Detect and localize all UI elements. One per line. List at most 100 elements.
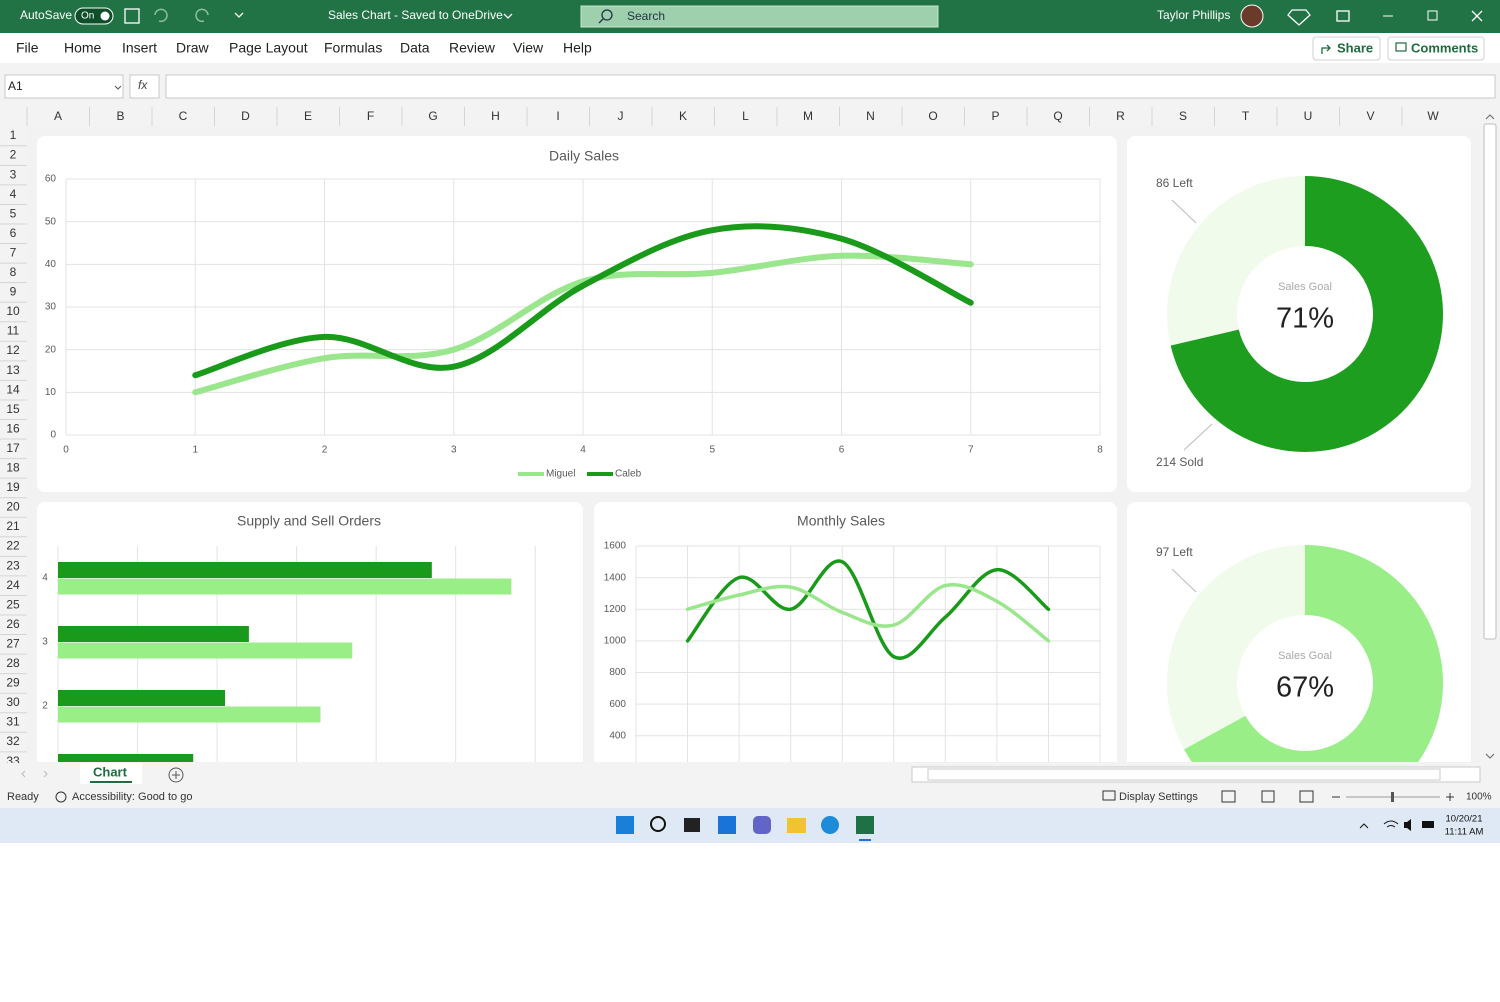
column-header: V [1366,109,1374,123]
share-button[interactable] [1312,36,1381,61]
leader-line [1171,199,1197,224]
close[interactable] [1471,10,1483,22]
title-dropdown[interactable] [503,13,513,19]
column-header: S [1179,109,1187,123]
column-header: L [742,109,749,123]
add-sheet[interactable] [168,767,184,783]
add-sheet-plus [172,771,180,779]
ribbon-tab[interactable]: Formulas [324,40,382,56]
y-tick-label: 10 [45,387,57,398]
explorer[interactable] [787,818,806,833]
data-label: 97 Left [1156,545,1193,559]
excel-taskbar[interactable] [856,816,874,834]
comments-button[interactable] [1387,36,1485,61]
row-header: 24 [6,578,20,592]
battery[interactable] [1422,821,1434,828]
ribbon-tab[interactable]: Home [64,40,102,56]
ribbon-tab[interactable]: Draw [176,40,210,56]
name-box-dropdown[interactable] [114,85,122,90]
column-header: F [367,109,374,123]
avatar[interactable] [1240,4,1264,28]
zoom-thumb[interactable] [1391,792,1394,802]
task-view[interactable] [684,818,700,832]
start-button[interactable] [616,816,634,834]
wifi[interactable] [1383,820,1399,828]
sheet-tab[interactable] [80,763,142,784]
widgets[interactable] [718,816,736,834]
column-header-bar [0,107,1480,126]
row-header: 16 [6,421,20,435]
formula-input[interactable] [165,74,1496,99]
page-break-view[interactable] [1299,790,1314,803]
volume[interactable] [1404,819,1411,831]
scroll-thumb[interactable] [1483,123,1497,640]
accessibility-icon [55,791,67,803]
chart-card [594,502,1117,762]
share-icon [1321,44,1331,54]
row-header: 9 [10,285,17,299]
legend-label: Miguel [546,469,575,480]
premium-icon[interactable] [1287,9,1311,26]
bar [58,626,249,642]
restore[interactable] [1427,10,1438,21]
zoom-in[interactable] [1446,793,1454,801]
donut-segment [1167,545,1305,750]
ribbon-tab[interactable]: View [513,40,544,56]
normal-view[interactable] [1221,790,1236,803]
ribbon-tab[interactable]: Help [563,40,592,56]
ribbon-tab[interactable]: Data [400,40,430,56]
hscroll-thumb[interactable] [927,768,1441,781]
status-bar [0,786,1500,808]
chart-title: Supply and Sell Orders [237,513,381,529]
search-icon [601,9,613,21]
status-accessibility[interactable]: Accessibility: Good to go [72,791,192,803]
row-header: 1 [10,128,17,142]
ribbon-tab[interactable]: Insert [122,40,157,56]
center-value: 67% [1276,672,1334,704]
bar [58,642,353,659]
column-header: U [1304,109,1313,123]
fx-button[interactable] [129,74,160,99]
chat[interactable] [753,816,771,834]
row-header: 8 [10,265,17,279]
search-taskbar[interactable] [650,816,666,832]
tab-nav[interactable] [21,770,48,778]
page-layout-view[interactable] [1261,790,1275,803]
customize-icon[interactable] [234,12,244,18]
row-header: 21 [6,519,20,533]
undo-icon[interactable] [154,8,168,23]
column-header: Q [1053,109,1062,123]
display-settings[interactable]: Display Settings [1119,791,1198,803]
x-tick-label: 8 [1097,445,1103,456]
redo-icon[interactable] [195,8,209,23]
y-tick-label: 0 [50,430,56,441]
ribbon-tab[interactable]: File [16,40,39,56]
legend-label: Caleb [615,469,642,480]
row-header: 22 [6,539,20,553]
ribbon-tab[interactable]: Page Layout [229,40,308,56]
donut-segment [1166,176,1305,346]
row-header: 7 [10,245,17,259]
bar [58,706,321,723]
sheet-tab-label: Chart [93,764,128,779]
y-tick-label: 20 [45,344,57,355]
column-header: B [116,109,124,123]
column-header: K [679,109,687,123]
tray-overflow[interactable] [1359,823,1369,829]
y-tick-label: 1200 [604,604,627,615]
scroll-arrows[interactable] [1485,114,1495,759]
taskbar-date: 10/20/21 [1446,814,1483,825]
data-label: 86 Left [1156,176,1193,190]
x-tick-label: 0 [63,445,69,456]
save-icon[interactable] [124,8,140,24]
edge[interactable] [821,816,839,834]
row-header: 14 [6,382,20,396]
chart-title: Monthly Sales [797,513,885,529]
name-box[interactable] [4,74,124,99]
search-box[interactable] [580,5,939,28]
ribbon-display-icon[interactable] [1336,10,1350,22]
ribbon-tab[interactable]: Review [449,40,496,56]
fx-label: fx [138,78,148,92]
column-header: R [1116,109,1125,123]
column-header: E [304,109,312,123]
